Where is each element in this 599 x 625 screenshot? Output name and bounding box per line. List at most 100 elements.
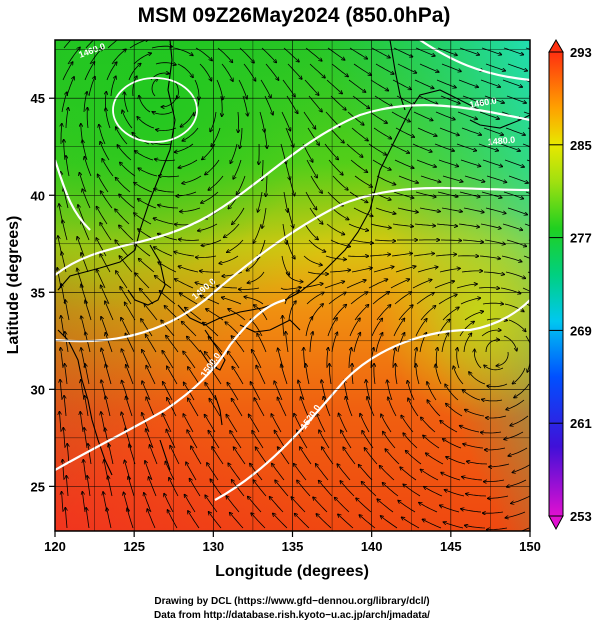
streamline-arrow xyxy=(174,279,194,289)
streamline-arrow xyxy=(502,223,523,230)
streamline-arrow xyxy=(401,517,420,529)
streamline-arrow xyxy=(307,127,319,145)
streamline-arrow xyxy=(151,78,158,97)
streamline-arrow xyxy=(331,207,349,220)
streamline-arrow xyxy=(248,414,260,433)
colorbar-bottom-triangle xyxy=(548,515,564,531)
streamline-arrow xyxy=(427,400,441,417)
streamline-arrow xyxy=(106,108,111,129)
streamline-arrow xyxy=(507,63,528,71)
streamline-arrow xyxy=(274,430,286,449)
x-tick-label: 150 xyxy=(519,539,541,554)
streamline-arrow xyxy=(119,225,134,241)
streamline-arrow xyxy=(284,291,300,305)
streamline-arrow xyxy=(288,175,295,196)
streamline-arrow xyxy=(380,516,398,529)
streamline-arrow xyxy=(334,497,350,513)
streamline-arrow xyxy=(306,292,324,305)
streamline-arrow xyxy=(145,334,157,353)
streamline-arrow xyxy=(510,415,529,426)
streamline-arrow xyxy=(506,239,527,247)
streamline-arrow xyxy=(188,511,200,529)
streamline-arrow xyxy=(418,95,438,104)
streamline-arrow xyxy=(246,255,261,271)
streamline-arrow xyxy=(230,143,238,164)
streamline-arrow xyxy=(359,515,376,529)
streamline-arrow xyxy=(463,444,484,449)
streamline-arrow xyxy=(393,318,405,337)
streamline-arrow xyxy=(277,447,290,465)
streamline-arrow xyxy=(300,447,312,465)
streamline-arrow xyxy=(485,340,500,353)
streamline-arrow xyxy=(229,512,244,529)
credit-drawing: Drawing by DCL (https://www.gfd−dennou.o… xyxy=(154,596,429,607)
streamline-arrow xyxy=(259,143,260,165)
streamline-arrow xyxy=(106,62,117,81)
streamline-arrow xyxy=(61,92,67,113)
streamline-arrow xyxy=(272,463,285,481)
streamline-arrow xyxy=(369,111,387,123)
streamline-arrow xyxy=(253,480,267,497)
streamline-arrow xyxy=(381,414,392,433)
streamline-arrow xyxy=(200,296,220,305)
streamline-arrow xyxy=(221,297,242,305)
streamline-arrow xyxy=(287,63,302,79)
streamline-arrow xyxy=(353,207,373,216)
streamline-arrow xyxy=(126,365,134,385)
streamline-arrow xyxy=(166,429,176,449)
streamline-arrow xyxy=(177,63,193,78)
streamline-arrow xyxy=(309,207,323,224)
colorbar-tick-label: 269 xyxy=(570,323,592,338)
streamline-arrow xyxy=(198,223,218,231)
streamline-arrow xyxy=(508,319,526,332)
streamline-arrow xyxy=(364,448,378,465)
streamline-arrow xyxy=(351,268,372,273)
x-tick-label: 145 xyxy=(440,539,462,554)
streamline-arrow xyxy=(446,403,463,417)
streamline-arrow xyxy=(391,111,410,122)
streamline-arrow xyxy=(453,366,464,385)
streamline-arrow xyxy=(328,159,343,175)
streamline-arrow xyxy=(331,332,338,353)
streamline-arrow xyxy=(414,223,436,226)
streamline-arrow xyxy=(127,508,134,529)
streamline-arrow xyxy=(412,143,432,152)
streamline-arrow xyxy=(122,110,133,129)
streamline-arrow xyxy=(422,519,442,529)
streamline-arrow xyxy=(120,162,136,177)
streamline-arrow xyxy=(227,382,239,401)
streamline-arrow xyxy=(377,499,394,513)
streamline-arrow xyxy=(107,508,112,529)
streamline-arrow xyxy=(120,286,132,305)
streamline-arrow xyxy=(162,350,174,369)
streamline-arrow xyxy=(503,47,524,55)
streamline-arrow xyxy=(413,111,433,121)
streamline-arrow xyxy=(416,159,437,167)
streamline-arrow xyxy=(138,258,155,273)
streamline-arrow xyxy=(63,427,65,449)
streamline-arrow xyxy=(87,107,88,129)
x-axis-ticks: 120 125 130 135 140 145 150 xyxy=(44,531,541,554)
streamline-arrow xyxy=(481,191,502,198)
streamline-arrow xyxy=(119,194,135,209)
streamline-arrow xyxy=(481,330,501,337)
streamline-arrow xyxy=(489,463,510,467)
colorbar-top-triangle xyxy=(548,39,564,53)
colorbar-tick-label: 285 xyxy=(570,138,592,153)
streamline-arrow xyxy=(158,176,180,177)
streamline-arrow xyxy=(134,182,153,193)
x-tick-label: 135 xyxy=(282,539,304,554)
streamline-arrow xyxy=(142,350,152,369)
streamline-arrow xyxy=(65,107,68,129)
streamline-arrow xyxy=(362,430,374,449)
streamline-arrow xyxy=(88,76,95,97)
streamline-arrow xyxy=(340,481,355,497)
streamline-arrow xyxy=(59,411,61,433)
colorbar-tick-label: 293 xyxy=(570,45,592,60)
streamline-arrow xyxy=(137,199,157,209)
streamline-arrow xyxy=(348,79,366,92)
streamline-arrow xyxy=(167,366,178,385)
streamline-arrow xyxy=(110,76,116,97)
streamline-arrow xyxy=(338,514,354,529)
streamline-arrow xyxy=(439,268,460,273)
